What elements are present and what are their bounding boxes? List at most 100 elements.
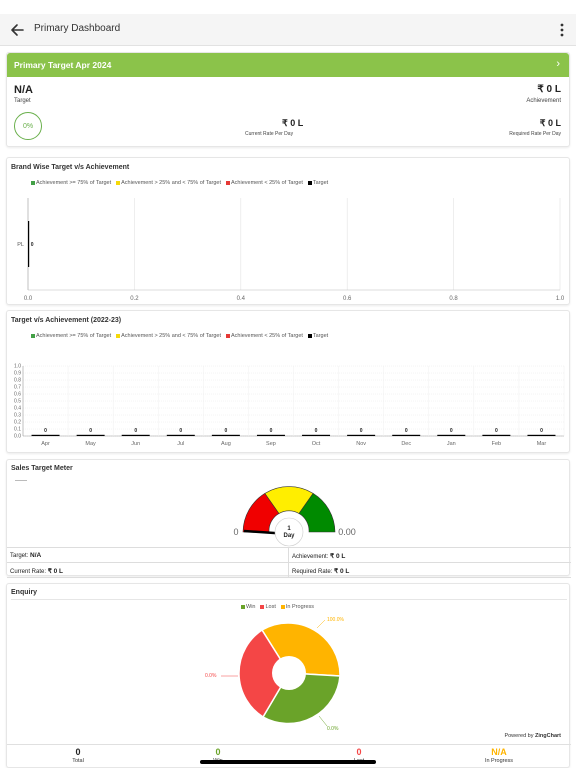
legend-label-red: Achievement < 25% of Target xyxy=(231,180,303,186)
legend-item-red[interactable]: Achievement < 25% of Target xyxy=(226,180,303,186)
current-rate-value: ₹ 0 L xyxy=(282,118,304,128)
achievement-label: Achievement xyxy=(526,98,561,104)
bar-data-label: 0 xyxy=(31,242,34,248)
legend-item-yellow[interactable]: Achievement > 25% and < 75% of Target xyxy=(116,333,221,339)
legend-item-progress[interactable]: In Progress xyxy=(280,604,314,610)
target-bar xyxy=(31,434,60,436)
x-tick-label: 0.8 xyxy=(449,296,458,302)
stat-win-value: 0 xyxy=(215,747,221,757)
powered-brand: ZingChart xyxy=(535,733,561,739)
tva-chart-title: Target v/s Achievement (2022-23) xyxy=(11,317,122,324)
y-tick-label: 0.8 xyxy=(14,378,21,384)
meter-current-label: Current Rate: xyxy=(10,569,47,575)
enquiry-pie-chart: 100.0% 0.0% 0.0% xyxy=(205,617,345,732)
stat-progress-value: N/A xyxy=(491,747,507,757)
meter-current-cell: Current Rate: ₹ 0 L xyxy=(7,563,289,578)
pie-label-progress: 100.0% xyxy=(327,617,345,623)
meter-achievement-value: ₹ 0 L xyxy=(330,553,346,560)
chevron-right-icon: › xyxy=(556,58,560,70)
target-bar xyxy=(437,434,466,436)
legend-swatch-black xyxy=(307,334,312,338)
pie-slice-in-progress xyxy=(260,622,341,677)
x-tick-label: Aug xyxy=(221,441,231,447)
target-bar xyxy=(392,434,421,436)
legend-item-black[interactable]: Target xyxy=(307,333,328,339)
pie-label-lost: 0.0% xyxy=(205,673,217,679)
legend-item-black[interactable]: Target xyxy=(307,180,329,186)
target-bar xyxy=(76,434,105,436)
tva-chart-legend: Achievement >= 75% of Target Achievement… xyxy=(31,333,328,339)
pie-label-win: 0.0% xyxy=(327,726,339,732)
label-line-win xyxy=(318,715,328,727)
more-vert-icon[interactable] xyxy=(554,20,570,40)
bar-data-label: 0 xyxy=(134,428,137,434)
x-tick-label: Sep xyxy=(266,441,276,447)
legend-label-green: Achievement >= 75% of Target xyxy=(36,180,112,186)
gauge-max-label: 0.00 xyxy=(338,527,356,537)
powered-by-zingchart[interactable]: Powered by ZingChart xyxy=(504,733,561,739)
back-arrow-icon[interactable] xyxy=(8,20,28,40)
y-tick-label: 0.9 xyxy=(14,371,21,377)
x-tick-label: Oct xyxy=(312,441,321,447)
status-bar xyxy=(0,0,576,14)
y-tick-label: 0.0 xyxy=(14,434,21,440)
legend-swatch-yellow xyxy=(116,181,121,185)
legend-swatch-lost xyxy=(260,605,265,609)
y-tick-label: 1.0 xyxy=(14,364,21,370)
bar-data-label: 0 xyxy=(360,428,363,434)
sales-meter-card: Sales Target Meter 1 Day 0 0.00 Target: … xyxy=(6,459,571,578)
x-tick-label: Jun xyxy=(131,441,140,447)
bar-data-label: 0 xyxy=(44,428,47,434)
legend-label-win: Win xyxy=(246,604,256,610)
legend-item-win[interactable]: Win xyxy=(241,604,255,610)
legend-label-black: Target xyxy=(312,180,329,186)
meter-achievement-label: Achievement: xyxy=(292,554,329,560)
meter-target-value: N/A xyxy=(30,552,42,559)
legend-label-yellow: Achievement > 25% and < 75% of Target xyxy=(121,333,222,339)
x-tick-label: 1.0 xyxy=(556,296,565,302)
target-bar xyxy=(302,434,331,436)
legend-item-lost[interactable]: Lost xyxy=(260,604,276,610)
target-bar xyxy=(482,434,511,436)
legend-swatch-yellow xyxy=(116,334,121,338)
x-tick-label: Apr xyxy=(41,441,50,447)
x-tick-label: 0.6 xyxy=(343,296,352,302)
legend-label-yellow: Achievement > 25% and < 75% of Target xyxy=(121,180,222,186)
stat-total-value: 0 xyxy=(75,747,81,757)
enquiry-legend: Win Lost In Progress xyxy=(241,604,314,610)
primary-target-title: Primary Target Apr 2024 xyxy=(14,60,112,70)
x-tick-label: Feb xyxy=(492,441,501,447)
brand-chart-legend: Achievement >= 75% of Target Achievement… xyxy=(31,180,328,186)
bar-data-label: 0 xyxy=(224,428,227,434)
target-bar xyxy=(121,434,150,436)
legend-swatch-green xyxy=(31,334,35,338)
gauge-green-segment xyxy=(298,492,336,533)
meter-required-cell: Required Rate: ₹ 0 L xyxy=(289,563,571,578)
legend-item-red[interactable]: Achievement < 25% of Target xyxy=(226,333,303,339)
legend-item-green[interactable]: Achievement >= 75% of Target xyxy=(31,333,111,339)
meter-required-value: ₹ 0 L xyxy=(334,568,350,575)
bar-data-label: 0 xyxy=(450,428,453,434)
gauge-min-label: 0 xyxy=(233,527,238,537)
tva-chart: 0.00.10.20.30.40.50.60.70.80.91.0 0 Apr 0 Ma… xyxy=(14,364,565,447)
x-tick-label: Mar xyxy=(537,441,547,447)
home-indicator[interactable] xyxy=(200,760,376,764)
achievement-percent-circle: 0% xyxy=(14,112,42,140)
target-bar xyxy=(211,434,240,436)
stat-progress-label: In Progress xyxy=(484,758,514,764)
bar-data-label: 0 xyxy=(540,428,543,434)
current-rate-label: Current Rate Per Day xyxy=(245,131,294,137)
sales-meter-title: Sales Target Meter xyxy=(11,465,73,472)
stat-progress: N/A In Progress xyxy=(469,747,529,764)
page-title: Primary Dashboard xyxy=(34,23,121,34)
target-bar xyxy=(256,434,285,436)
legend-label-lost: Lost xyxy=(265,604,276,610)
required-rate-label: Required Rate Per Day xyxy=(509,131,561,137)
legend-swatch-win xyxy=(241,605,245,609)
legend-item-green[interactable]: Achievement >= 75% of Target xyxy=(31,180,111,186)
primary-target-header[interactable]: Primary Target Apr 2024 › xyxy=(7,53,569,77)
required-rate-value: ₹ 0 L xyxy=(539,118,561,128)
target-bar xyxy=(527,434,556,436)
legend-item-yellow[interactable]: Achievement > 25% and < 75% of Target xyxy=(116,180,221,186)
